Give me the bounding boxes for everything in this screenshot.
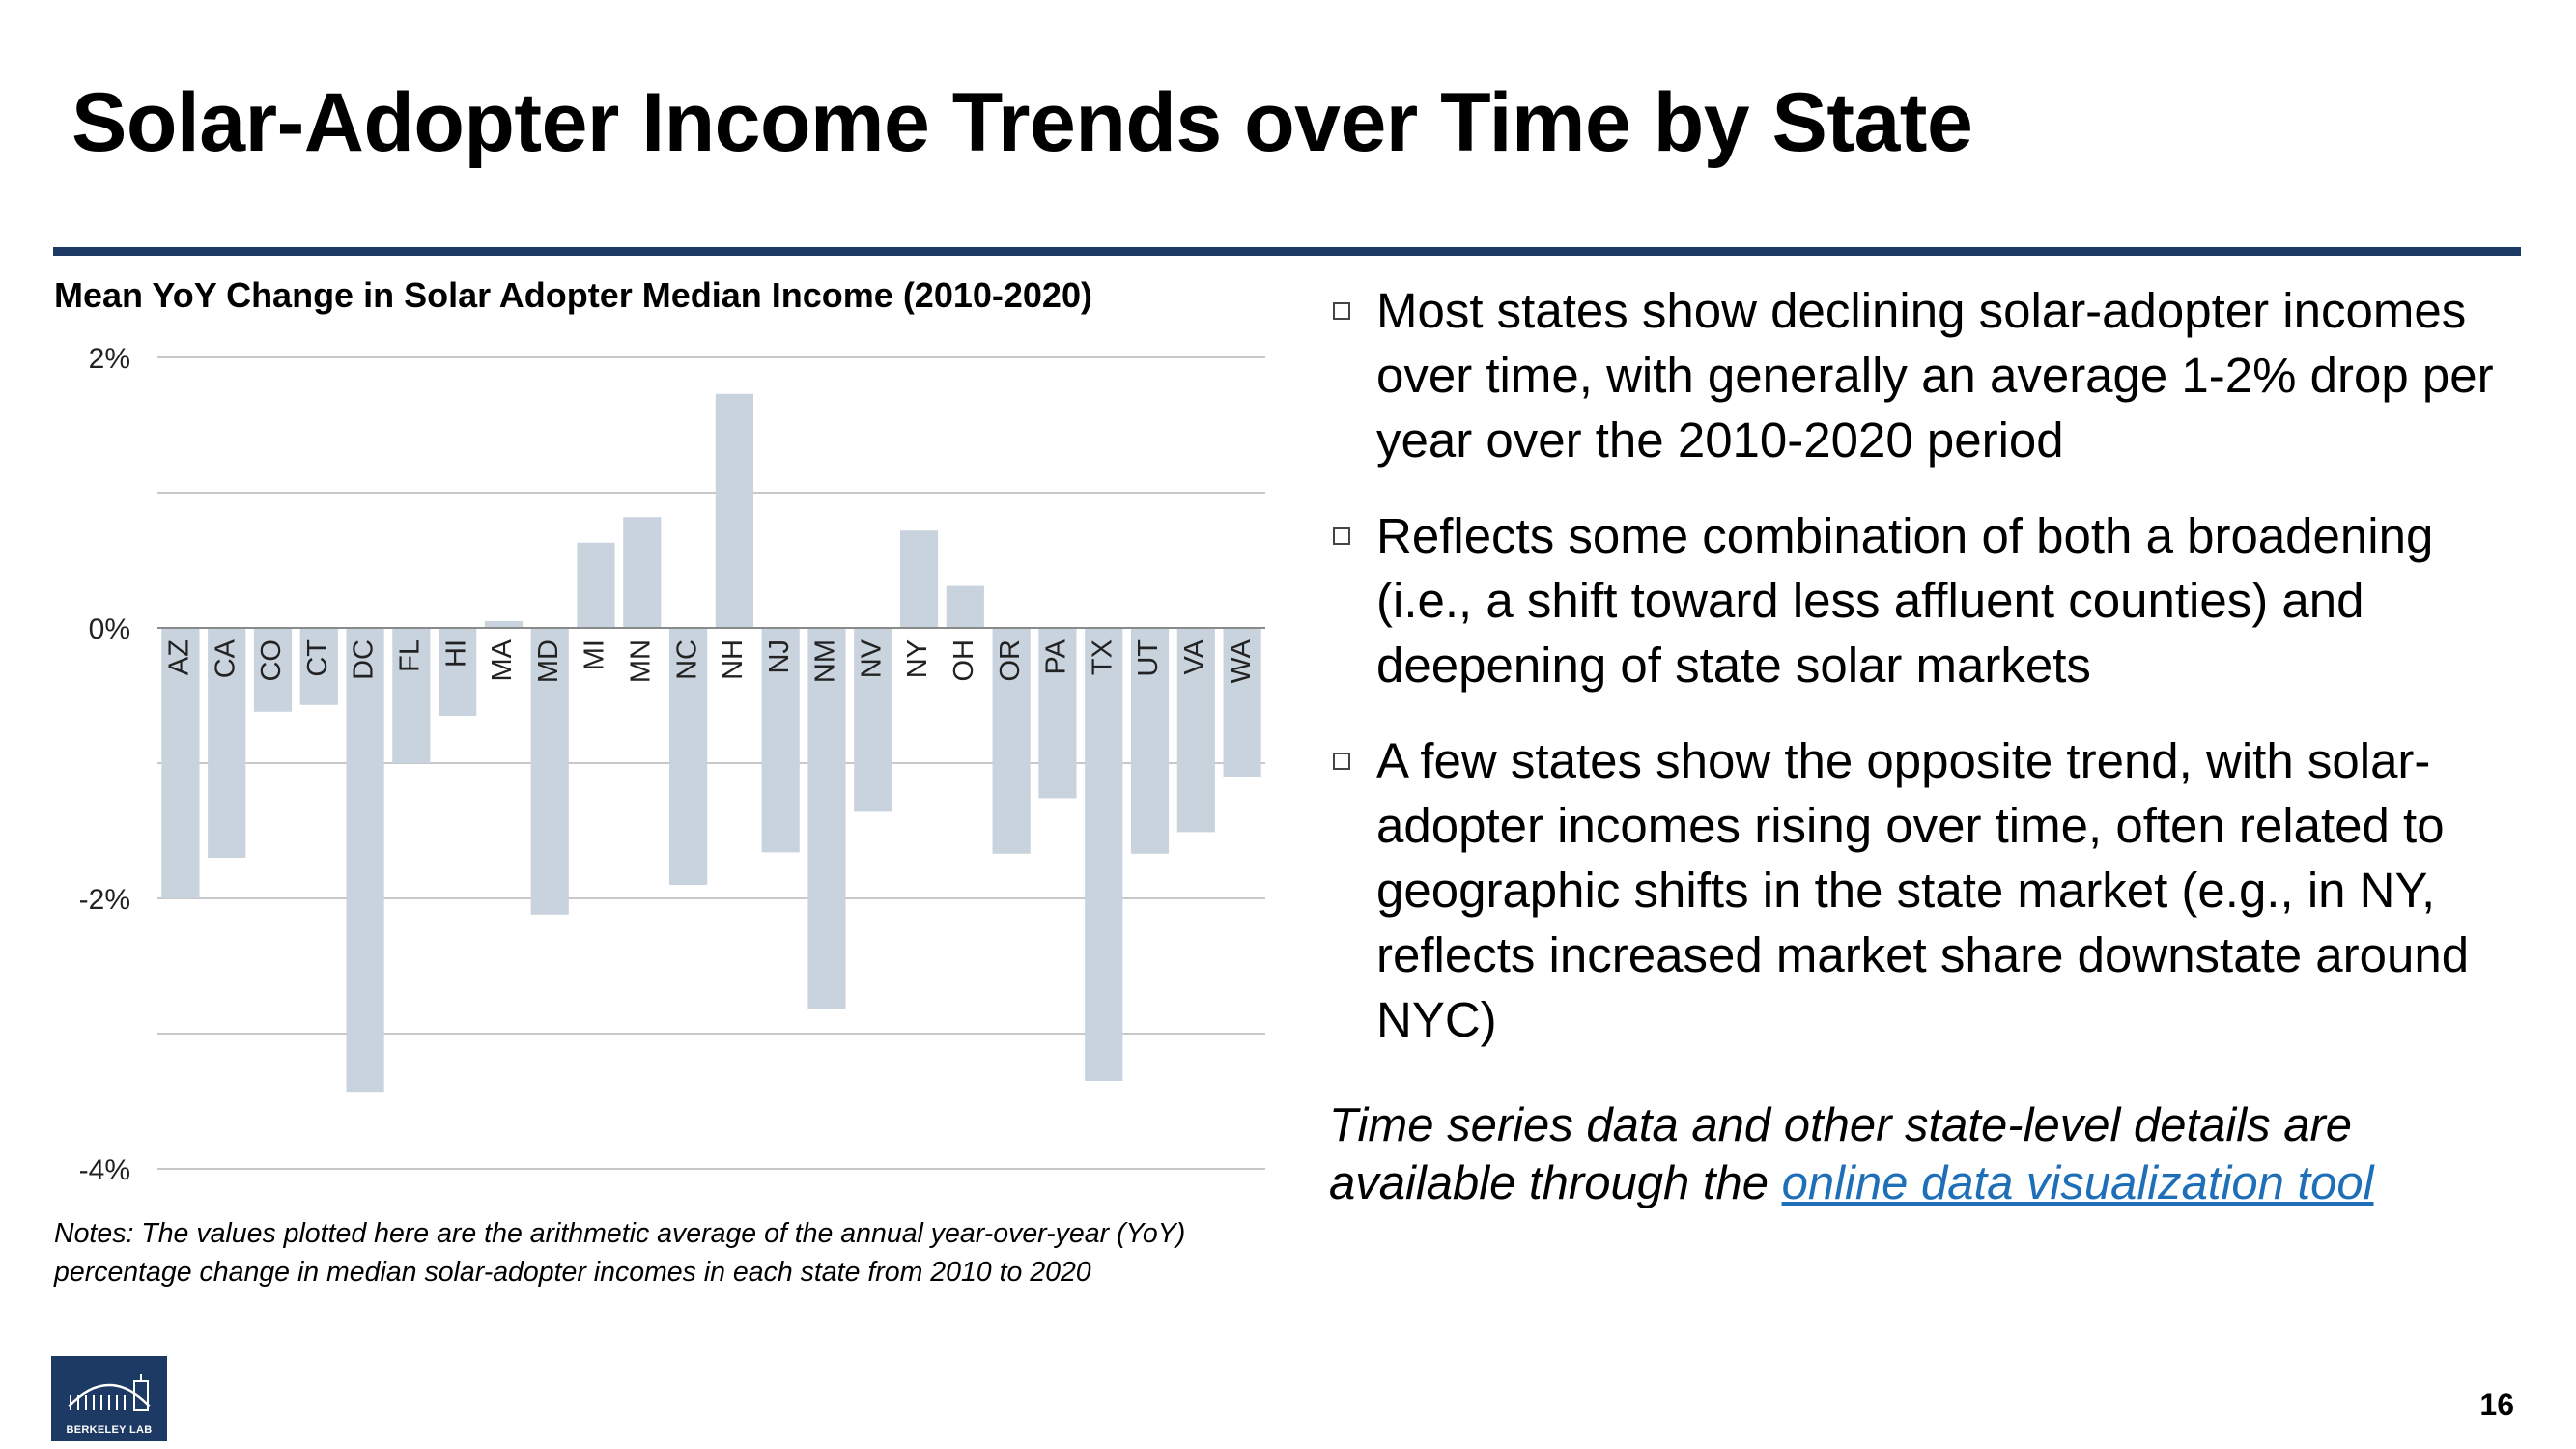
bullet-text: A few states show the opposite trend, wi… xyxy=(1376,733,2470,1047)
bullet-item: Reflects some combination of both a broa… xyxy=(1333,503,2540,697)
title-rule xyxy=(53,247,2521,256)
category-label: VA xyxy=(1179,639,1210,674)
bar-ny xyxy=(899,530,939,628)
bar-nm xyxy=(807,628,846,1009)
category-label: CO xyxy=(256,639,287,682)
bullet-text: Most states show declining solar-adopter… xyxy=(1376,283,2494,468)
bar-tx xyxy=(1085,628,1123,1081)
category-label: FL xyxy=(395,639,426,672)
bar-pa xyxy=(1038,628,1077,799)
category-label: TX xyxy=(1087,639,1118,675)
chart-title: Mean YoY Change in Solar Adopter Median … xyxy=(54,275,1092,315)
y-tick-label: -4% xyxy=(79,1154,130,1186)
bar-ut xyxy=(1130,628,1170,854)
category-label: MD xyxy=(533,639,564,683)
y-tick-label: 2% xyxy=(89,343,130,375)
category-label: PA xyxy=(1041,639,1072,674)
category-label: HI xyxy=(440,639,471,668)
berkeley-lab-emblem-icon xyxy=(68,1374,151,1411)
bar-ct xyxy=(299,628,338,705)
bullet-item: Most states show declining solar-adopter… xyxy=(1333,278,2540,472)
page-number: 16 xyxy=(2479,1387,2514,1422)
logo-text: BERKELEY LAB xyxy=(66,1424,153,1435)
category-label: DC xyxy=(349,639,380,680)
bar-nc xyxy=(669,628,708,885)
bar-ma xyxy=(484,621,524,628)
bullet-text: Reflects some combination of both a broa… xyxy=(1376,508,2434,693)
bar-co xyxy=(253,628,293,712)
square-bullet-icon xyxy=(1333,753,1350,770)
bar-md xyxy=(530,628,569,915)
category-label: NJ xyxy=(764,639,795,673)
bullet-item: A few states show the opposite trend, wi… xyxy=(1333,728,2540,1052)
chart-notes: Notes: The values plotted here are the a… xyxy=(54,1218,1186,1288)
bar-nj xyxy=(761,628,800,853)
bar-nv xyxy=(854,628,892,812)
bullet-list: Most states show declining solar-adopter… xyxy=(1333,278,2540,1083)
bar-wa xyxy=(1223,628,1261,777)
bar-oh xyxy=(946,585,984,628)
category-label: MA xyxy=(487,639,518,681)
bar-mi xyxy=(577,542,615,628)
footnote: Time series data and other state-level d… xyxy=(1329,1096,2536,1212)
category-label: UT xyxy=(1133,639,1164,677)
bar-mn xyxy=(623,517,662,628)
category-label: NH xyxy=(718,639,749,680)
bar-az xyxy=(161,628,200,898)
category-label: OH xyxy=(948,639,979,682)
category-label: NV xyxy=(856,639,887,678)
bar-hi xyxy=(439,628,477,716)
category-label: MI xyxy=(580,639,610,670)
footnote-text: Time series data and other state-level d… xyxy=(1329,1099,2353,1209)
data-visualization-link[interactable]: online data visualization tool xyxy=(1781,1157,2374,1209)
category-label: CT xyxy=(302,639,333,677)
square-bullet-icon xyxy=(1333,527,1350,545)
square-bullet-icon xyxy=(1333,302,1350,320)
category-label: CA xyxy=(210,639,241,678)
y-tick-label: -2% xyxy=(79,884,130,916)
category-label: OR xyxy=(995,639,1026,682)
bar-dc xyxy=(346,628,384,1093)
slide-title: Solar-Adopter Income Trends over Time by… xyxy=(71,76,1973,169)
berkeley-lab-logo: BERKELEY LAB xyxy=(51,1356,167,1441)
category-label: NY xyxy=(902,639,933,678)
category-label: NC xyxy=(671,639,702,680)
y-tick-label: 0% xyxy=(89,613,130,645)
bar-fl xyxy=(392,628,431,763)
bar-nh xyxy=(715,393,753,628)
category-label: AZ xyxy=(164,639,195,675)
bar-or xyxy=(992,628,1031,854)
bar-chart: 2% 0% -2% -4% AZ CA CO CT DC FL HI MA MD MI MN NC NH NJ NM… xyxy=(79,343,1265,1186)
bar-ca xyxy=(208,628,246,858)
bar-va xyxy=(1176,628,1215,833)
category-label: MN xyxy=(625,639,656,683)
category-label: NM xyxy=(810,639,841,683)
category-label: WA xyxy=(1226,639,1257,683)
